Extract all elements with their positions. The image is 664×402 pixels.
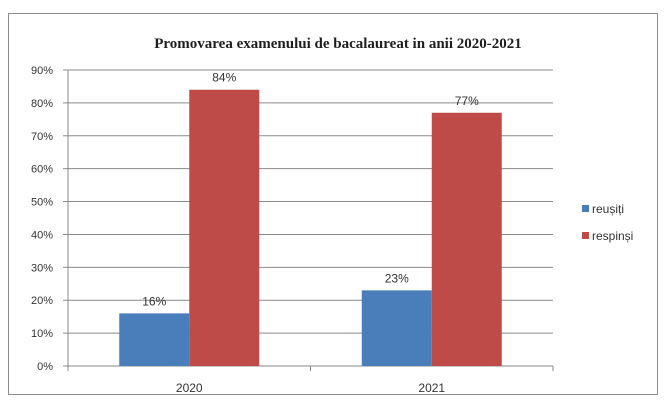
data-label: 77% (455, 94, 479, 108)
y-tick-label: 70% (31, 131, 53, 143)
y-tick-label: 50% (31, 197, 53, 209)
bar-respinsi-2021 (431, 112, 502, 366)
data-label: 23% (385, 271, 409, 285)
y-tick-label: 20% (31, 295, 53, 307)
chart-title: Promovarea examenului de bacalaureat in … (154, 36, 522, 52)
x-tick-label: 2020 (176, 381, 203, 395)
data-labels: 16% 84% 23% 77% (142, 71, 479, 309)
y-tick-label: 40% (31, 229, 53, 241)
legend-label: respinși (592, 229, 633, 243)
x-axis: 2020 2021 (67, 365, 554, 395)
y-tick-label: 10% (31, 328, 53, 340)
y-tick-label: 60% (31, 164, 53, 176)
top-strip (0, 0, 664, 12)
bar-reusiti-2020 (119, 313, 190, 366)
legend-label: reușiți (592, 202, 624, 216)
bar-reusiti-2021 (361, 290, 432, 366)
legend-swatch (582, 232, 589, 239)
y-tick-label: 80% (31, 98, 53, 110)
legend-swatch (582, 205, 589, 212)
y-tick-label: 30% (31, 262, 53, 274)
y-tick-label: 0% (37, 361, 53, 373)
chart-frame (8, 13, 658, 395)
data-label: 16% (142, 294, 166, 308)
bar-respinsi-2020 (189, 89, 260, 366)
data-label: 84% (212, 71, 236, 85)
y-axis: 0% 10% 20% 30% 40% 50% 60% 70% 80% 90% (31, 65, 69, 373)
y-tick-label: 90% (31, 65, 53, 77)
legend: reușiți respinși (582, 202, 633, 243)
bars (119, 89, 502, 366)
x-tick-label: 2021 (418, 381, 445, 395)
